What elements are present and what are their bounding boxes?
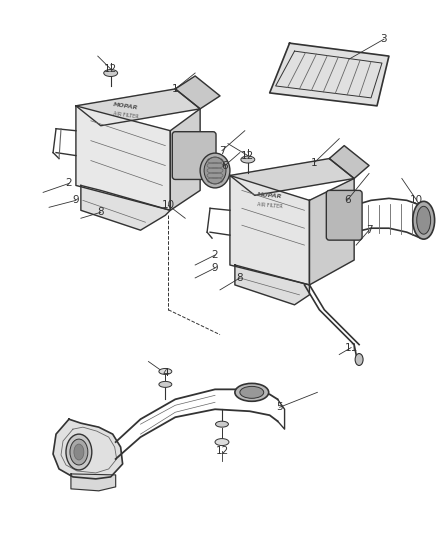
Text: 10: 10	[162, 200, 175, 211]
Text: 11: 11	[345, 343, 358, 352]
Ellipse shape	[240, 386, 264, 398]
Text: 4: 4	[162, 368, 169, 378]
FancyBboxPatch shape	[172, 132, 216, 180]
Polygon shape	[329, 146, 369, 179]
Text: 6: 6	[344, 196, 350, 205]
Polygon shape	[53, 419, 123, 479]
Text: 12: 12	[241, 151, 254, 160]
Text: AIR FILTER: AIR FILTER	[113, 111, 139, 120]
Text: 9: 9	[73, 196, 79, 205]
Polygon shape	[270, 43, 389, 106]
Polygon shape	[76, 106, 170, 211]
Ellipse shape	[417, 206, 431, 234]
Ellipse shape	[355, 353, 363, 366]
Text: 7: 7	[366, 225, 372, 235]
Ellipse shape	[104, 69, 118, 77]
Text: AIR FILTER: AIR FILTER	[257, 201, 283, 209]
Text: MOPAR: MOPAR	[113, 102, 138, 110]
Polygon shape	[230, 158, 354, 196]
Text: 9: 9	[212, 263, 218, 273]
Text: 7: 7	[219, 146, 225, 156]
Text: 1: 1	[311, 158, 318, 167]
Text: 1: 1	[172, 84, 179, 94]
Ellipse shape	[74, 444, 84, 460]
Ellipse shape	[413, 201, 434, 239]
Ellipse shape	[204, 157, 226, 184]
Ellipse shape	[241, 156, 255, 163]
Text: 8: 8	[97, 207, 104, 217]
Text: MOPAR: MOPAR	[257, 192, 283, 199]
Polygon shape	[175, 76, 220, 109]
FancyBboxPatch shape	[326, 190, 362, 240]
Text: 8: 8	[237, 273, 243, 283]
Polygon shape	[230, 175, 309, 285]
Text: 2: 2	[66, 179, 72, 189]
Ellipse shape	[66, 434, 92, 470]
Ellipse shape	[215, 439, 229, 446]
Ellipse shape	[235, 383, 268, 401]
Ellipse shape	[159, 368, 172, 375]
Ellipse shape	[200, 153, 230, 188]
Text: 5: 5	[276, 402, 283, 412]
Polygon shape	[235, 265, 309, 305]
Polygon shape	[76, 89, 200, 126]
Ellipse shape	[70, 439, 88, 465]
Text: 10: 10	[410, 196, 423, 205]
Text: 12: 12	[215, 446, 229, 456]
Text: 12: 12	[104, 64, 117, 74]
Polygon shape	[309, 179, 354, 285]
Polygon shape	[71, 474, 116, 491]
Text: 3: 3	[381, 34, 387, 44]
Text: 6: 6	[222, 160, 228, 171]
Text: 2: 2	[212, 250, 218, 260]
Ellipse shape	[215, 421, 229, 427]
Polygon shape	[81, 185, 170, 230]
Polygon shape	[170, 109, 200, 211]
Ellipse shape	[159, 382, 172, 387]
